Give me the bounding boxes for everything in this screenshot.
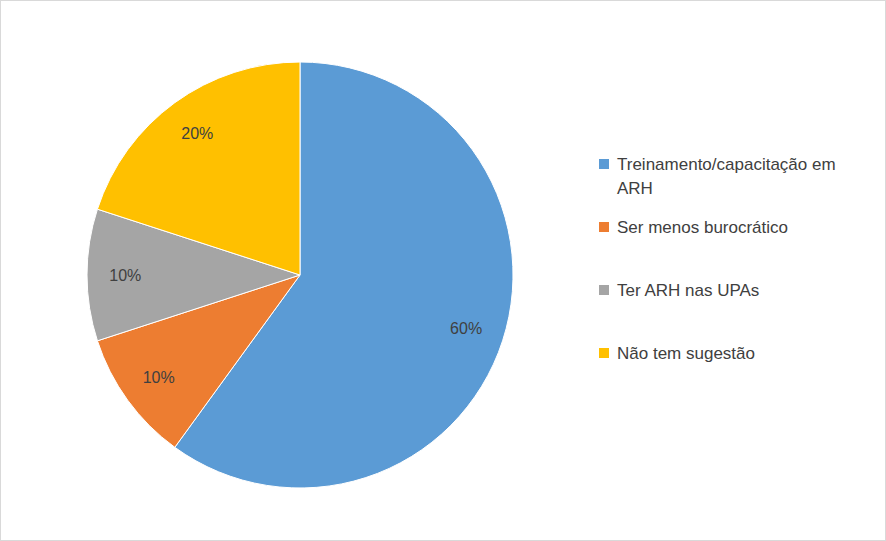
html-text:Ser menos burocrático: Ser menos burocrático	[617, 218, 788, 237]
html-text:Ter ARH nas UPAs: Ter ARH nas UPAs	[617, 281, 760, 300]
html-text:Não tem sugestão: Não tem sugestão	[617, 344, 755, 363]
html-text:Treinamento/capacitação em ARH: Treinamento/capacitação em ARH	[617, 155, 836, 198]
svg-text:20%: 20%	[181, 125, 213, 142]
svg-text:10%: 10%	[109, 267, 141, 284]
svg-text:60%: 60%	[450, 320, 482, 337]
svg-text:10%: 10%	[143, 369, 175, 386]
